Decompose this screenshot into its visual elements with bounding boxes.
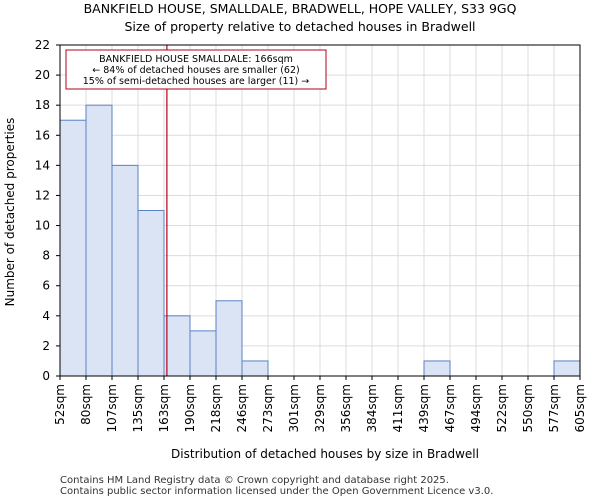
x-tick-label: 246sqm [235,384,249,432]
annotation-line-2: ← 84% of detached houses are smaller (62… [92,65,299,76]
x-tick-label: 411sqm [391,384,405,432]
x-tick-label: 135sqm [131,384,145,432]
y-tick-label: 6 [42,279,50,293]
bar-163sqm [163,315,191,377]
bar-52sqm [59,119,87,377]
x-tick-label: 218sqm [209,384,223,432]
x-tick-label: 329sqm [313,384,327,432]
y-tick-label: 10 [35,219,50,233]
y-tick-label: 12 [35,188,50,202]
x-tick-label: 494sqm [469,384,483,432]
bar-107sqm [111,164,139,377]
bar-246sqm [241,360,269,377]
y-tick-label: 4 [42,309,50,323]
x-tick-label: 384sqm [365,384,379,432]
bar-577sqm [553,360,581,377]
bar-135sqm [137,210,165,377]
x-tick-label: 550sqm [521,384,535,432]
x-tick-label: 107sqm [105,384,119,432]
footer-line-1: Contains HM Land Registry data © Crown c… [60,475,449,486]
y-axis: 0 2 4 6 8 10 12 14 16 18 20 22 [35,38,60,383]
bar-190sqm [189,330,217,377]
bars [59,104,581,377]
x-tick-label: 439sqm [417,384,431,432]
annotation-line-3: 15% of semi-detached houses are larger (… [83,76,310,87]
bar-439sqm [423,360,451,377]
x-tick-label: 467sqm [443,384,457,432]
x-tick-label: 190sqm [183,384,197,432]
annotation: BANKFIELD HOUSE SMALLDALE: 166sqm ← 84% … [65,49,327,90]
y-tick-label: 20 [35,68,50,82]
x-tick-label: 52sqm [53,384,67,425]
chart-title: BANKFIELD HOUSE, SMALLDALE, BRADWELL, HO… [84,1,517,16]
y-tick-label: 0 [42,369,50,383]
x-tick-label: 605sqm [573,384,587,432]
y-tick-label: 18 [35,98,50,112]
x-tick-label: 80sqm [79,384,93,425]
x-tick-label: 273sqm [261,384,275,432]
y-tick-label: 22 [35,38,50,52]
annotation-box [65,49,327,90]
grid [59,44,581,377]
x-tick-label: 163sqm [157,384,171,432]
x-axis: 52sqm 80sqm 107sqm 135sqm 163sqm 190sqm 218sqm… [53,376,587,432]
footer-line-2: Contains public sector information licen… [60,486,493,497]
x-tick-label: 577sqm [547,384,561,432]
y-tick-label: 8 [42,249,50,263]
bar-80sqm [85,104,113,377]
y-axis-label: Number of detached properties [3,118,17,307]
annotation-line-1: BANKFIELD HOUSE SMALLDALE: 166sqm [99,54,293,65]
y-tick-label: 14 [35,158,50,172]
x-axis-label: Distribution of detached houses by size … [171,447,479,461]
chart-subtitle: Size of property relative to detached ho… [124,19,475,34]
y-tick-label: 2 [42,339,50,353]
bar-218sqm [215,300,243,377]
x-tick-label: 356sqm [339,384,353,432]
x-tick-label: 301sqm [287,384,301,432]
y-tick-label: 16 [35,128,50,142]
x-tick-label: 522sqm [495,384,509,432]
